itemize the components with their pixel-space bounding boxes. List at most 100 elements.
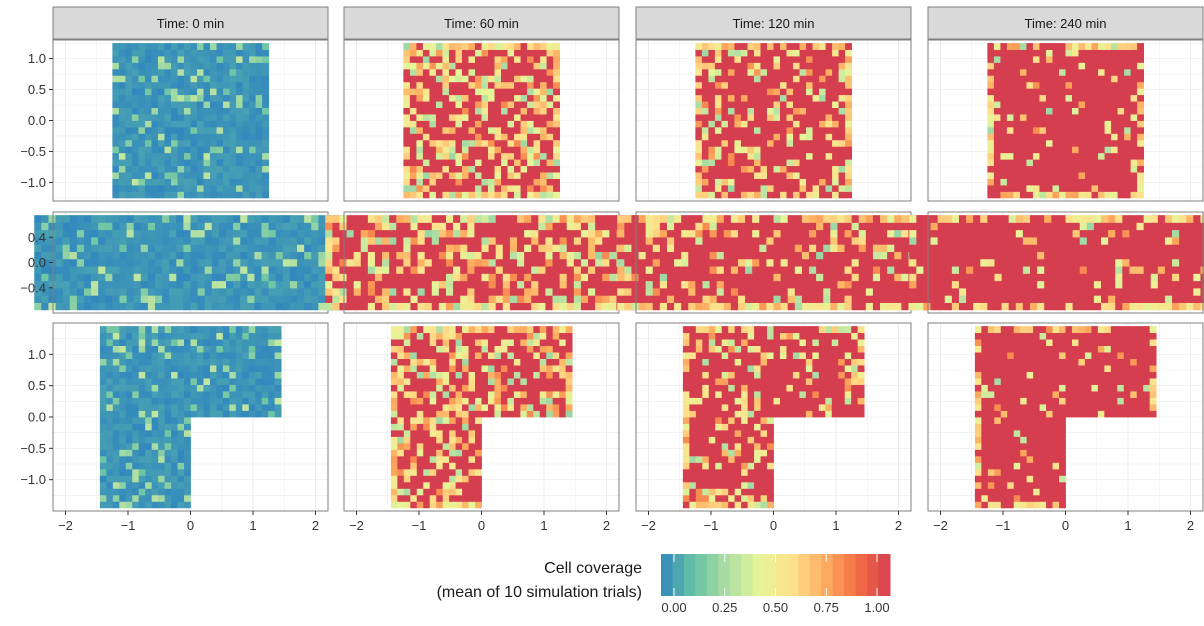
heat-cell (462, 43, 469, 50)
heat-cell (1079, 146, 1086, 153)
heat-cell (547, 50, 554, 57)
heat-cell (731, 288, 739, 296)
heat-cell (112, 146, 119, 153)
heat-cell (467, 288, 475, 296)
heat-cell (475, 114, 482, 121)
heat-cell (508, 56, 515, 63)
heat-cell (708, 50, 715, 57)
heat-cell (226, 237, 234, 245)
heat-cell (339, 259, 347, 267)
heat-cell (806, 88, 813, 95)
heat-cell (416, 146, 423, 153)
heat-cell (119, 95, 126, 102)
heat-cell (496, 259, 504, 267)
heat-cell (178, 443, 185, 450)
heat-cell (112, 191, 119, 198)
heat-cell (184, 462, 191, 469)
heat-cell (347, 273, 355, 281)
heat-cell (468, 101, 475, 108)
heat-cell (132, 114, 139, 121)
heat-cell (909, 273, 917, 281)
heat-cell (410, 88, 417, 95)
heat-cell (495, 95, 502, 102)
heat-cell (1186, 222, 1194, 230)
heat-cell (767, 95, 774, 102)
heat-cell (754, 62, 761, 69)
heat-cell (553, 101, 560, 108)
heat-cell (527, 114, 534, 121)
heat-cell (1000, 127, 1007, 134)
heat-cell (1026, 108, 1033, 115)
heat-cell (158, 172, 165, 179)
heat-cell (155, 230, 163, 238)
heat-cell (819, 69, 826, 76)
heat-cell (178, 430, 185, 437)
heat-cell (639, 237, 647, 245)
heat-cell (832, 75, 839, 82)
heat-cell (429, 179, 436, 186)
heat-cell (262, 56, 269, 63)
heat-cell (534, 166, 541, 173)
heat-cell (249, 166, 256, 173)
heat-cell (754, 140, 761, 147)
heat-cell (495, 56, 502, 63)
heat-cell (617, 252, 625, 260)
heat-cell (1087, 244, 1095, 252)
heat-cell (534, 56, 541, 63)
heat-cell (1118, 82, 1125, 89)
heat-cell (845, 237, 853, 245)
heat-cell (223, 108, 230, 115)
heat-cell (800, 146, 807, 153)
heat-cell (474, 244, 482, 252)
heat-cell (191, 166, 198, 173)
heat-cell (826, 108, 833, 115)
heat-cell (945, 303, 953, 311)
heat-cell (1151, 259, 1159, 267)
heat-cell (754, 185, 761, 192)
heat-cell (674, 288, 682, 296)
heat-cell (527, 146, 534, 153)
heat-cell (674, 215, 682, 223)
heat-cell (339, 303, 347, 311)
heat-cell (389, 237, 397, 245)
heat-cell (1051, 237, 1059, 245)
heat-cell (1013, 88, 1020, 95)
heat-cell (894, 281, 902, 289)
heat-cell (488, 121, 495, 128)
heat-cell (1124, 159, 1131, 166)
heat-cell (1158, 266, 1166, 274)
heat-cell (210, 179, 217, 186)
heat-cell (588, 281, 596, 289)
heat-cell (1124, 69, 1131, 76)
heat-cell (84, 281, 92, 289)
heat-cell (1101, 244, 1109, 252)
heat-cell (204, 62, 211, 69)
heat-cell (429, 108, 436, 115)
heat-cell (909, 288, 917, 296)
heat-cell (852, 244, 860, 252)
heat-cell (609, 273, 617, 281)
heat-cell (787, 69, 794, 76)
heat-cell (839, 185, 846, 192)
heat-cell (1009, 303, 1017, 311)
heat-cell (132, 423, 139, 430)
heat-cell (800, 101, 807, 108)
heat-cell (105, 252, 113, 260)
heat-cell (781, 295, 789, 303)
heat-cell (667, 281, 675, 289)
heat-cell (531, 281, 539, 289)
facet-panel (53, 40, 328, 201)
heat-cell (126, 482, 133, 489)
heat-cell (1137, 215, 1145, 223)
heat-cell (1115, 266, 1123, 274)
heat-cell (191, 230, 199, 238)
heat-cell (945, 295, 953, 303)
heat-cell (112, 166, 119, 173)
heat-cell (560, 259, 568, 267)
heat-cell (809, 303, 817, 311)
heat-cell (84, 215, 92, 223)
heat-cell (534, 69, 541, 76)
heat-cell (243, 140, 250, 147)
heat-cell (809, 273, 817, 281)
heat-cell (1137, 179, 1144, 186)
